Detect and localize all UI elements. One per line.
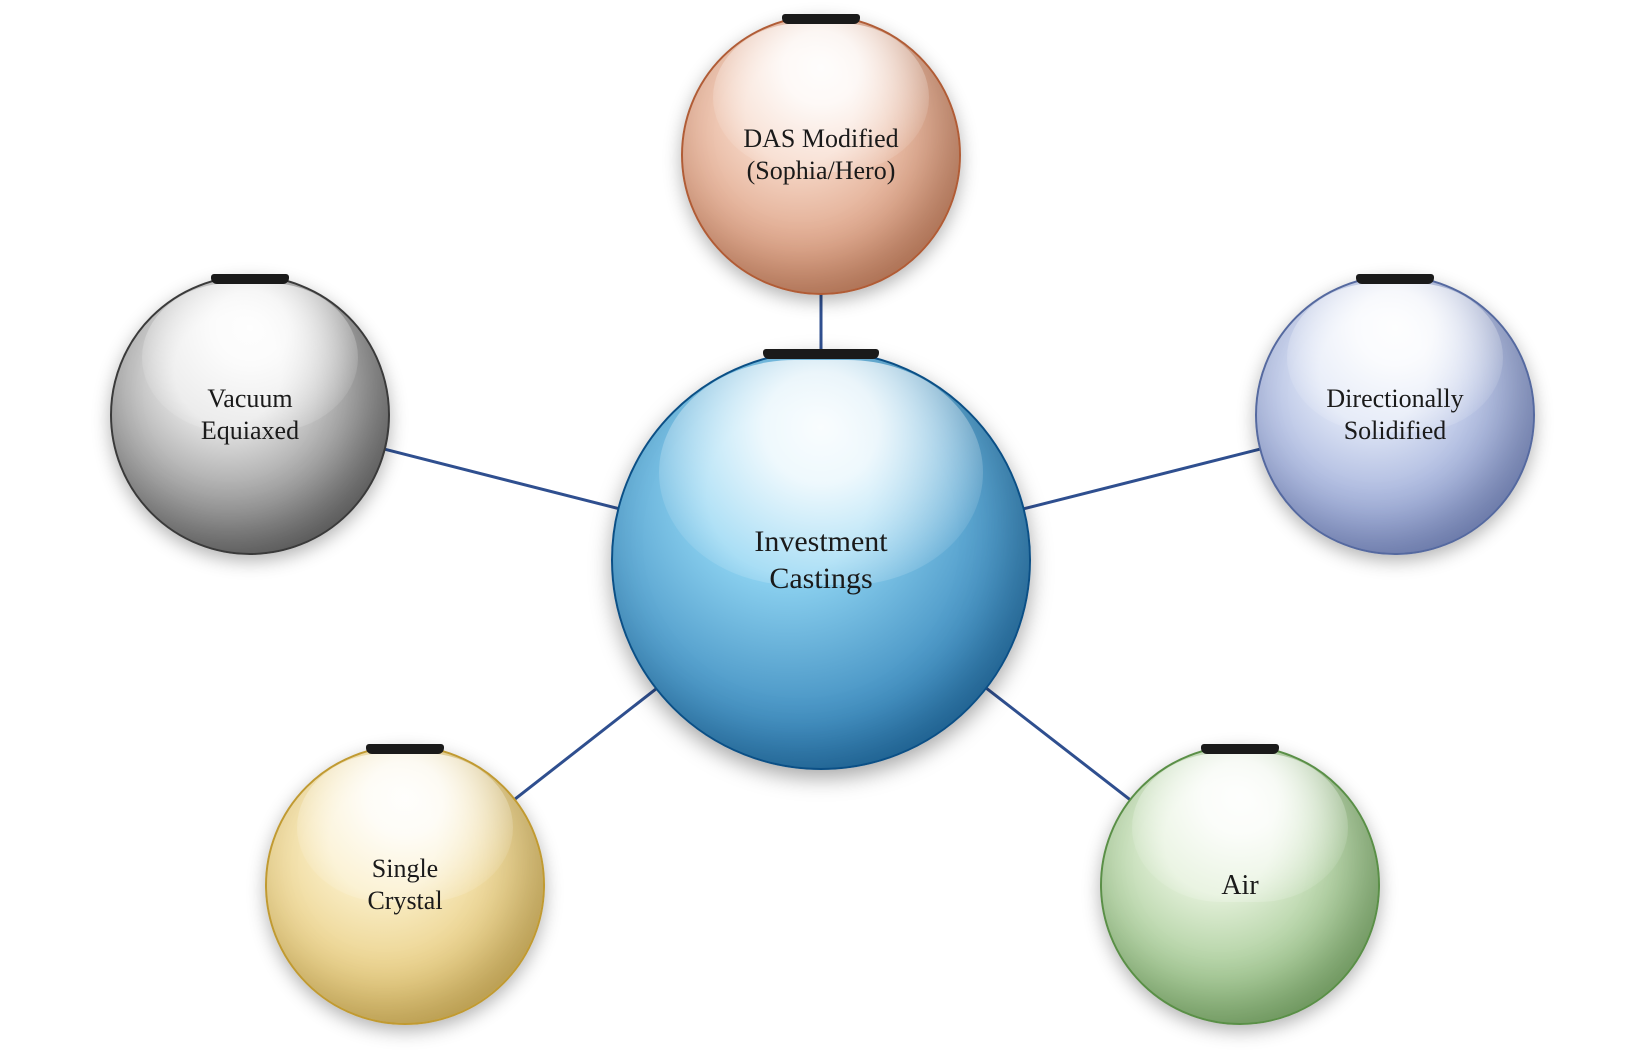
center-node-label: Investment Castings <box>736 523 905 598</box>
diagram-stage: Investment Castings DAS Modified (Sophia… <box>0 0 1642 1060</box>
outer-node-das-modified: DAS Modified (Sophia/Hero) <box>681 15 961 295</box>
outer-node-single-crystal: Single Crystal <box>265 745 545 1025</box>
outer-node-label: Single Crystal <box>349 853 460 918</box>
outer-node-directionally-solidified: Directionally Solidified <box>1255 275 1535 555</box>
outer-node-vacuum-equiaxed: Vacuum Equiaxed <box>110 275 390 555</box>
outer-node-label: Air <box>1203 868 1276 903</box>
outer-node-label: Vacuum Equiaxed <box>183 383 317 448</box>
outer-node-air: Air <box>1100 745 1380 1025</box>
outer-node-label: Directionally Solidified <box>1308 383 1481 448</box>
outer-node-label: DAS Modified (Sophia/Hero) <box>725 123 916 188</box>
center-node-investment-castings: Investment Castings <box>611 350 1031 770</box>
